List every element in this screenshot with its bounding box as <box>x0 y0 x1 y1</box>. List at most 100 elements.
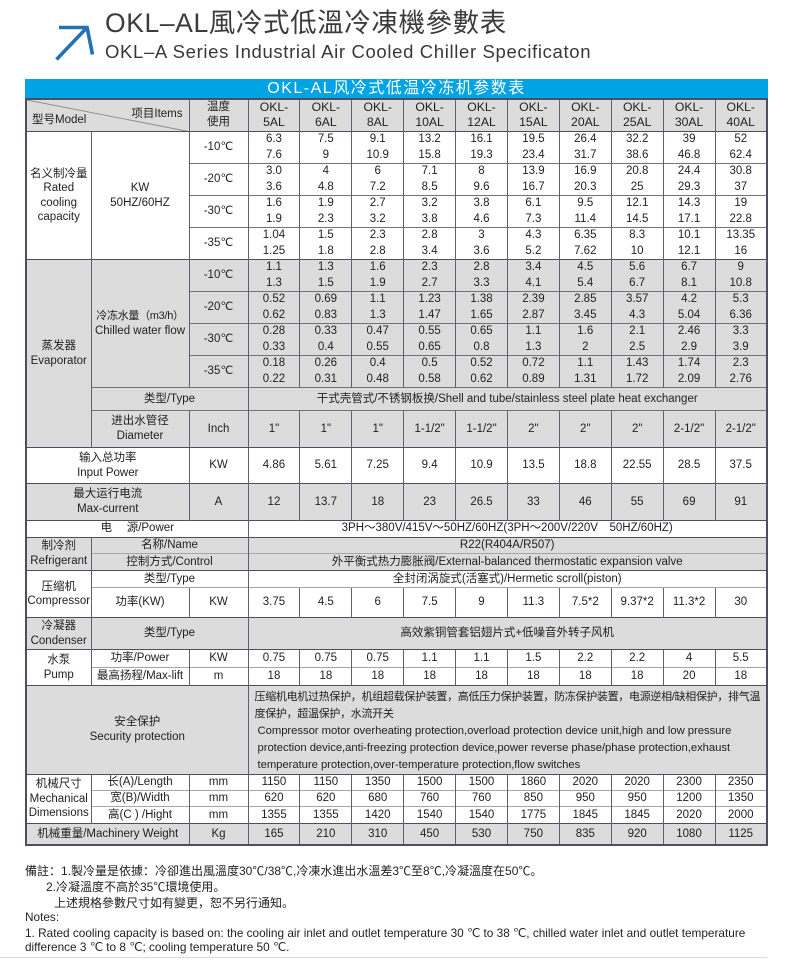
cell-line: 名义制冷量 <box>30 167 88 180</box>
width-value: 620 <box>247 790 300 807</box>
value-cell: 0.52 0.62 <box>247 291 300 324</box>
value-cell: 19.5 23.4 <box>506 131 560 164</box>
cell-line: 2.39 <box>522 293 545 305</box>
weight-value: 165 <box>247 823 300 845</box>
value-cell: 1.74 2.09 <box>662 355 716 388</box>
cell-line: 0.72 <box>522 357 545 369</box>
weight-value: 310 <box>351 823 404 845</box>
cell-line: 5AL <box>263 115 285 130</box>
value-cell: 2.8 3.4 <box>403 227 456 260</box>
cell-line: 3.2 <box>369 212 386 225</box>
input-power-value: 9.4 <box>403 447 456 484</box>
max-current-value: 69 <box>662 483 716 521</box>
cell-line: OKL- <box>311 100 341 115</box>
cell-line: 5.04 <box>677 308 701 321</box>
input-power-unit: KW <box>188 447 248 484</box>
cell-line: 0.65 <box>418 340 441 353</box>
hight-value: 1845 <box>610 806 664 824</box>
cell-line: 4.2 <box>681 293 698 305</box>
cell-line: 6.7 <box>681 261 698 273</box>
pump-power-value: 1.5 <box>506 649 560 668</box>
condenser-type-row: 冷凝器 Condenser 类型/Type 高效紫铜管套铝翅片式+低噪音外转子风机 <box>25 617 767 650</box>
brand-arrow-logo <box>55 25 95 61</box>
hight-value: 2020 <box>662 806 716 824</box>
cell-line: OKL- <box>674 100 704 115</box>
temp-cell: -30℃ <box>188 323 248 356</box>
compressor-power-row: 功率(KW) KW 3.75 4.5 6 7.5 9 11.3 7.5*2 9.37*2 11.3*… <box>26 587 767 618</box>
value-cell: 1.1 1.31 <box>558 355 612 388</box>
cell-line: 2.3 <box>369 229 386 241</box>
value-cell: 8.3 10 <box>610 227 664 260</box>
refrigerant-section-label: 制冷剂 Refrigerant <box>25 536 91 571</box>
cell-line: 3.4 <box>525 261 542 273</box>
temp-cell: -20℃ <box>188 291 248 324</box>
refrigerant-control-row: 控制方式/Control 外平衡式热力膨胀阀/External-balanced … <box>26 553 767 571</box>
input-power-value: 4.86 <box>247 447 300 484</box>
cell-line: 1.6 <box>369 261 386 273</box>
value-cell: 8 9.6 <box>455 163 508 196</box>
cell-line: 4.8 <box>317 180 334 193</box>
pump-power-value: 5.5 <box>714 649 767 668</box>
cell-line: 10.9 <box>366 148 389 161</box>
value-cell: 0.33 0.4 <box>299 323 352 356</box>
input-power-value: 37.5 <box>714 447 767 484</box>
temp-cell: -35℃ <box>188 355 248 388</box>
width-label: 宽(B)/Width <box>90 790 189 807</box>
input-power-value: 28.5 <box>662 447 716 484</box>
weight-value: 1125 <box>714 823 767 845</box>
cell-line: 1.3 <box>369 308 386 321</box>
length-value: 2020 <box>558 774 612 791</box>
cell-line: 3.8 <box>473 197 490 209</box>
cell-line: 2.5 <box>629 340 646 353</box>
diameter-unit: Inch <box>188 410 248 448</box>
max-current-value: 26.5 <box>455 483 508 521</box>
value-cell: 1.23 1.47 <box>403 291 456 324</box>
diameter-value: 1" <box>299 410 352 448</box>
input-power-value: 18.8 <box>558 447 612 484</box>
cell-line: OKL- <box>622 100 652 115</box>
diagonal-divider <box>27 99 189 131</box>
compressor-power-value: 9 <box>455 587 508 618</box>
pump-lift-value: 18 <box>610 667 664 686</box>
evaporator-row: -20℃ 0.52 0.62 0.69 0.83 1.1 1.3 1.23 1.47 1.38 1.… <box>26 291 767 324</box>
cell-line: 0.48 <box>366 372 389 385</box>
model-header-label: 型号Model <box>32 114 87 126</box>
weight-value: 920 <box>610 823 664 845</box>
diameter-value: 2-1/2" <box>714 410 767 448</box>
value-cell: 30.8 37 <box>714 163 767 196</box>
value-cell: 3.2 3.8 <box>403 195 456 228</box>
value-cell: 13.2 15.8 <box>403 131 456 164</box>
cell-line: Security protection <box>89 731 185 743</box>
cell-line: 2 <box>582 340 589 353</box>
compressor-power-value: 6 <box>351 587 404 618</box>
value-cell: 24.4 29.3 <box>662 163 716 196</box>
cell-line: 0.26 <box>314 357 338 369</box>
model-items-header-cell: 型号Model 项目Items <box>25 98 189 132</box>
cell-line: 8.5 <box>421 180 438 193</box>
hight-label: 高(C ) /Hight <box>90 806 189 824</box>
cell-line: OKL- <box>467 100 496 115</box>
cell-line: 3.3 <box>732 325 749 337</box>
cell-line: 1.8 <box>317 244 334 257</box>
cell-line: 7.5 <box>317 133 334 145</box>
items-header-label: 项目Items <box>131 107 183 120</box>
cell-line: 16.9 <box>574 165 597 177</box>
cell-line: 1.31 <box>574 372 597 385</box>
temp-cell: -30℃ <box>188 195 248 228</box>
temp-cell: -10℃ <box>188 259 248 292</box>
value-cell: 0.72 0.89 <box>506 355 560 388</box>
cell-line: 7.1 <box>421 165 438 177</box>
value-cell: 7.1 8.5 <box>403 163 456 196</box>
value-cell: 1.1 1.3 <box>247 259 300 292</box>
value-cell: 2.46 2.9 <box>662 323 716 356</box>
weight-value: 450 <box>403 823 456 845</box>
cell-line: 0.8 <box>473 340 490 353</box>
refrigerant-name-value: R22(R404A/R507) <box>247 536 767 554</box>
value-cell: 3.4 4.1 <box>506 259 560 292</box>
value-cell: 4 4.8 <box>299 163 352 196</box>
cell-line: 3.0 <box>265 165 282 177</box>
value-cell: 39 46.8 <box>662 131 716 164</box>
spec-table: 型号Model 项目Items 温度 使用 OKL- 5AL OKL- 6AL OKL- 8AL O… <box>25 97 768 846</box>
value-cell: 4.5 5.4 <box>558 259 612 292</box>
value-cell: 2.3 2.8 <box>351 227 404 260</box>
